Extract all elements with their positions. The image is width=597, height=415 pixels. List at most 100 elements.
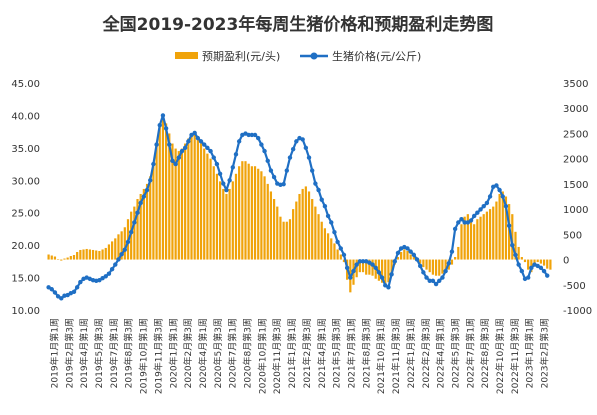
x-tick-label: 2022年7月第1周 <box>464 318 476 388</box>
price-point <box>109 266 115 272</box>
right-tick-label: 1500 <box>563 180 588 191</box>
profit-bar <box>136 199 139 260</box>
profit-bar <box>336 249 339 260</box>
price-point <box>503 204 509 209</box>
profit-bar <box>177 151 180 260</box>
profit-bar <box>199 143 203 260</box>
price-point <box>379 275 385 280</box>
price-point <box>386 285 391 290</box>
price-point <box>97 277 102 283</box>
price-point <box>198 139 204 144</box>
profit-bar <box>333 243 336 260</box>
price-point <box>529 265 534 271</box>
left-axis: 10.00 15.00 20.00 25.00 30.00 35.00 40.00 45.00 <box>11 79 40 317</box>
profit-bar <box>441 259 444 274</box>
price-point <box>484 200 490 206</box>
right-tick-label: 3500 <box>563 79 588 90</box>
price-point <box>389 272 394 277</box>
x-tick-label: 2019年7月第1周 <box>108 318 120 388</box>
price-point <box>357 259 363 264</box>
price-point <box>383 283 388 288</box>
profit-bar <box>380 259 384 283</box>
profit-bar <box>184 143 187 260</box>
price-point <box>437 278 442 284</box>
price-point <box>535 263 540 269</box>
price-point <box>128 229 134 235</box>
price-point <box>160 113 166 118</box>
price-point <box>195 135 201 141</box>
price-point <box>59 296 64 301</box>
price-point <box>221 181 226 186</box>
price-point <box>138 200 143 206</box>
profit-bar <box>457 246 460 260</box>
price-point <box>443 268 448 274</box>
price-point <box>316 187 321 193</box>
profit-bar <box>523 259 527 263</box>
price-point <box>545 273 550 278</box>
price-point <box>49 287 54 292</box>
profit-bar <box>536 259 539 263</box>
price-point <box>481 204 486 209</box>
price-point <box>182 145 188 151</box>
x-tick-label: 2020年10月第1周 <box>256 318 268 394</box>
profit-bar <box>95 250 98 260</box>
profit-bar <box>479 216 482 260</box>
x-tick-label: 2022年5月第3周 <box>449 318 461 388</box>
price-point <box>300 137 305 142</box>
profit-bar <box>60 259 63 261</box>
price-point <box>494 183 499 188</box>
price-point <box>262 148 267 154</box>
profit-bar <box>257 168 260 260</box>
profit-bar <box>546 259 549 269</box>
price-point <box>132 220 137 225</box>
legend-label-price: 生猪价格(元/公斤) <box>332 49 421 63</box>
x-tick-label: 2021年7月第1周 <box>345 318 357 388</box>
profit-bar <box>431 259 434 275</box>
price-point <box>281 181 286 187</box>
profit-bar <box>171 143 174 260</box>
profit-bar <box>396 257 400 260</box>
profit-bar <box>215 173 219 260</box>
price-point <box>354 262 359 267</box>
left-tick-label: 30.00 <box>11 176 40 187</box>
profit-bar <box>203 148 206 260</box>
chart-title: 全国2019-2023年每周生猪价格和预期盈利走势图 <box>102 14 494 35</box>
profit-bar <box>91 249 95 260</box>
price-point <box>55 294 61 299</box>
profit-bar <box>50 255 53 260</box>
x-tick-label: 2021年5月第3周 <box>331 318 343 388</box>
price-point <box>259 142 264 147</box>
price-point <box>310 168 315 173</box>
price-point <box>414 257 420 262</box>
x-tick-label: 2021年4月第1周 <box>316 318 328 388</box>
price-point <box>332 229 337 235</box>
price-point <box>459 217 464 222</box>
profit-bar <box>285 221 288 260</box>
price-point <box>367 260 372 265</box>
profit-bar <box>428 259 431 273</box>
profit-bar <box>212 166 215 260</box>
price-point <box>497 187 502 193</box>
price-point <box>100 276 105 281</box>
profit-bar <box>164 123 168 260</box>
profit-bar <box>463 216 466 260</box>
price-point <box>421 270 426 275</box>
profit-bar <box>311 199 314 260</box>
price-point <box>525 275 531 280</box>
profit-bar <box>69 256 72 260</box>
profit-bar <box>123 227 126 260</box>
price-point <box>227 178 232 183</box>
price-point <box>287 155 293 160</box>
profit-bar <box>330 238 333 260</box>
profit-bar <box>450 259 454 265</box>
x-tick-label: 2022年1月第1周 <box>405 318 417 388</box>
price-point <box>440 275 445 280</box>
profit-bar <box>120 231 123 260</box>
profit-bar <box>161 115 165 260</box>
profit-bar <box>434 259 438 276</box>
x-tick-label: 2019年5月第3周 <box>93 318 105 388</box>
price-point <box>319 197 324 202</box>
x-tick-label: 2022年10月第1周 <box>494 318 506 394</box>
profit-bar <box>492 206 495 260</box>
x-tick-label: 2021年2月第3周 <box>301 318 313 388</box>
